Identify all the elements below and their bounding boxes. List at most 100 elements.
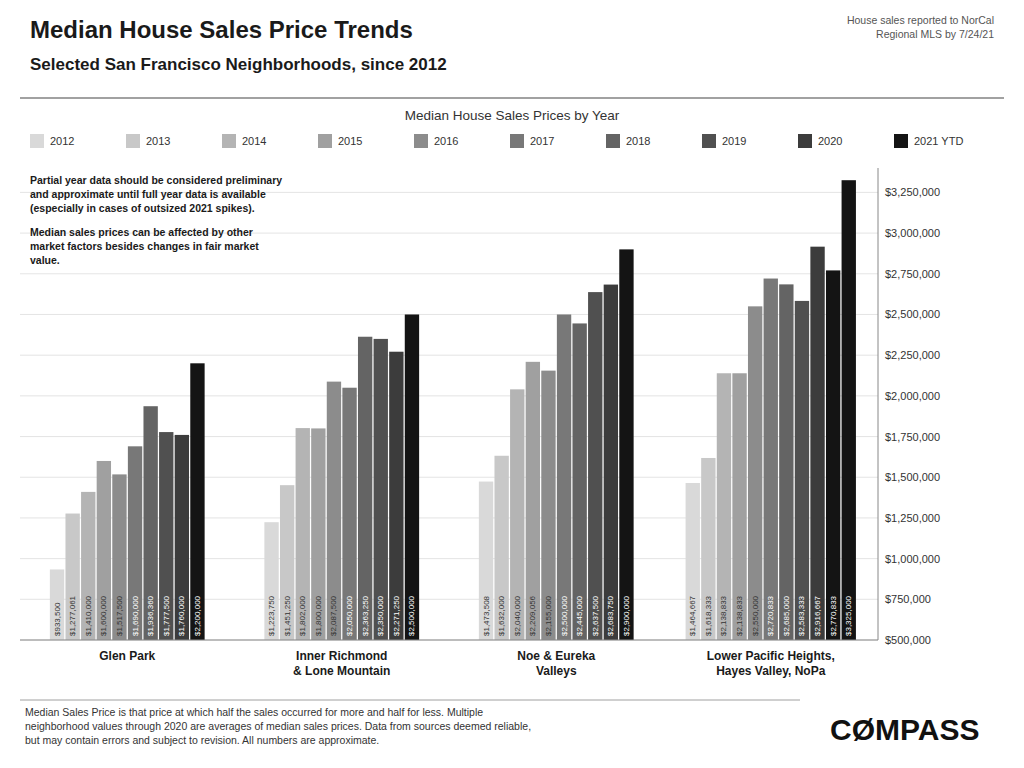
data-label: $1,690,000 [131, 595, 140, 636]
bar [342, 388, 356, 640]
data-label: $2,916,667 [813, 595, 822, 636]
bar [296, 428, 310, 640]
legend-entry: 2015 [338, 135, 362, 147]
bar [826, 270, 840, 640]
bar [358, 337, 372, 640]
bar [557, 314, 571, 640]
bar [81, 492, 95, 640]
data-label: $2,363,250 [361, 595, 370, 636]
data-label: $2,155,000 [544, 595, 553, 636]
data-label: $1,600,000 [99, 595, 108, 636]
category-label: Lower Pacific Heights,Hayes Valley, NoPa [707, 649, 835, 678]
bar [389, 352, 403, 640]
background [0, 0, 1024, 768]
bar [327, 382, 341, 640]
data-label: $2,138,833 [735, 595, 744, 636]
data-label: $1,464,667 [688, 595, 697, 636]
data-label: $2,900,000 [622, 595, 631, 636]
data-label: $2,271,250 [392, 595, 401, 636]
y-tick-label: $2,000,000 [885, 390, 940, 402]
data-label: $2,200,000 [193, 595, 202, 636]
bar [604, 285, 618, 640]
bar [112, 474, 126, 640]
y-tick-label: $2,500,000 [885, 308, 940, 320]
bar [405, 314, 419, 640]
subtitle: Selected San Francisco Neighborhoods, si… [30, 55, 447, 74]
bar [732, 373, 746, 640]
data-label: $1,618,333 [704, 595, 713, 636]
legend-entry: 2020 [818, 135, 842, 147]
data-label: $1,777,500 [162, 595, 171, 636]
annotation: Partial year data should be considered p… [30, 174, 282, 214]
grid-line [20, 273, 878, 274]
footer-rule [20, 700, 800, 701]
data-label: $2,500,000 [560, 595, 569, 636]
legend-swatch [30, 134, 44, 148]
bar [190, 363, 204, 640]
y-tick-label: $2,250,000 [885, 349, 940, 361]
source-note: House sales reported to NorCalRegional M… [847, 14, 994, 40]
data-label: $1,517,500 [115, 595, 124, 636]
category-label: Glen Park [99, 649, 155, 663]
data-label: $2,040,000 [513, 595, 522, 636]
bar [264, 522, 278, 640]
y-tick-label: $2,750,000 [885, 268, 940, 280]
chart: Median House Sales Price Trends Selected … [0, 0, 1024, 768]
bar [686, 483, 700, 640]
header-rule [20, 97, 1004, 98]
data-label: $1,473,508 [482, 595, 491, 636]
bar [128, 446, 142, 640]
legend-entry: 2017 [530, 135, 554, 147]
legend-swatch [222, 134, 236, 148]
bar [764, 279, 778, 640]
title: Median House Sales Price Trends [30, 16, 413, 43]
legend-entry: 2021 YTD [914, 135, 963, 147]
data-label: $1,451,250 [283, 595, 292, 636]
data-label: $2,637,500 [591, 595, 600, 636]
data-label: $2,770,833 [829, 595, 838, 636]
legend: 2012201320142015201620172018201920202021… [30, 134, 963, 148]
legend-swatch [606, 134, 620, 148]
data-label: $2,550,000 [751, 595, 760, 636]
bar [97, 461, 111, 640]
y-tick-label: $500,000 [885, 634, 931, 646]
y-axis-line [878, 168, 879, 640]
data-label: $2,138,833 [719, 595, 728, 636]
data-label: $1,802,000 [298, 595, 307, 636]
bar [588, 292, 602, 640]
y-tick-label: $750,000 [885, 593, 931, 605]
data-label: $2,583,333 [797, 595, 806, 636]
data-label: $3,325,000 [844, 595, 853, 636]
legend-entry: 2012 [50, 135, 74, 147]
bar [280, 485, 294, 640]
bar [748, 306, 762, 640]
annotation: Median sales prices can be affected by o… [30, 226, 259, 266]
bar [619, 249, 633, 640]
footer: Median Sales Price is that price at whic… [25, 706, 531, 746]
y-tick-label: $1,000,000 [885, 553, 940, 565]
bar [374, 339, 388, 640]
y-tick-label: $3,250,000 [885, 186, 940, 198]
legend-entry: 2013 [146, 135, 170, 147]
data-label: $1,410,000 [84, 595, 93, 636]
x-axis-line [20, 640, 878, 641]
legend-entry: 2018 [626, 135, 650, 147]
bar [572, 323, 586, 640]
grid-line [20, 640, 878, 641]
data-label: $2,050,000 [345, 595, 354, 636]
bar [779, 284, 793, 640]
category-label: Noe & EurekaValleys [517, 649, 595, 678]
bar [810, 247, 824, 640]
bar [479, 482, 493, 640]
data-label: $2,720,833 [766, 595, 775, 636]
data-label: $2,685,000 [782, 595, 791, 636]
bar [795, 301, 809, 640]
bar [510, 389, 524, 640]
legend-swatch [318, 134, 332, 148]
legend-swatch [510, 134, 524, 148]
data-label: $2,350,000 [376, 595, 385, 636]
bar [494, 456, 508, 640]
bar [717, 373, 731, 640]
legend-entry: 2014 [242, 135, 266, 147]
legend-swatch [894, 134, 908, 148]
